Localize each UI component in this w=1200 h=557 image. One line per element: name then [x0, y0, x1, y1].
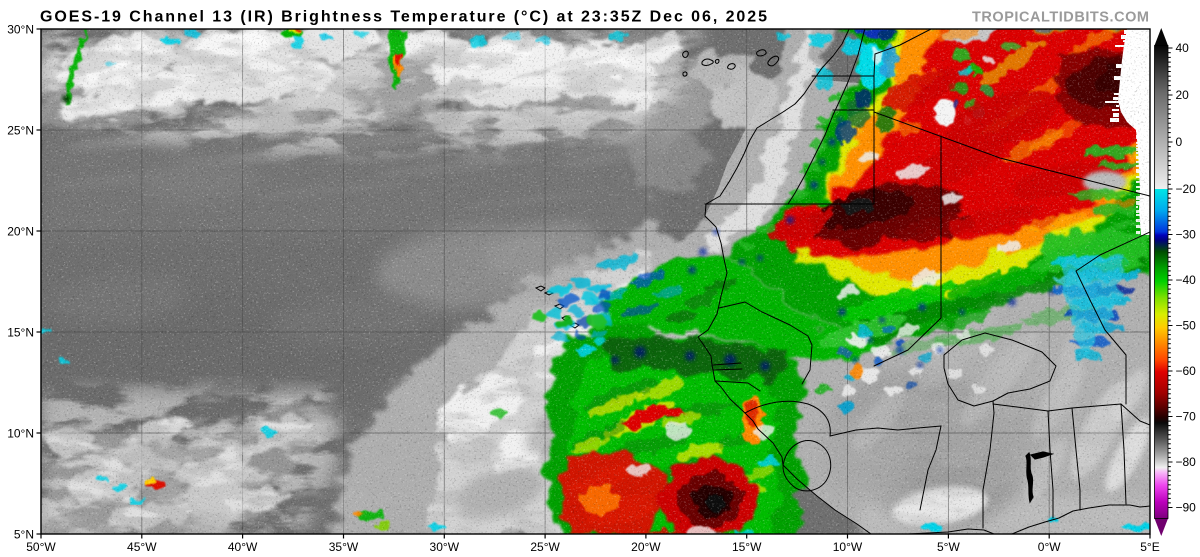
svg-text:0: 0 [1176, 135, 1183, 149]
svg-text:25°W: 25°W [530, 540, 560, 554]
svg-text:−30: −30 [1176, 228, 1197, 242]
svg-text:GOES-19 Channel 13 (IR) Bright: GOES-19 Channel 13 (IR) Brightness Tempe… [40, 9, 767, 26]
svg-text:5°W: 5°W [937, 540, 960, 554]
svg-text:35°W: 35°W [329, 540, 359, 554]
svg-text:−80: −80 [1176, 455, 1197, 469]
svg-text:20°W: 20°W [631, 540, 661, 554]
svg-text:−70: −70 [1176, 410, 1197, 424]
svg-text:−90: −90 [1176, 501, 1197, 515]
svg-text:30°N: 30°N [7, 22, 34, 36]
svg-text:50°W: 50°W [26, 540, 56, 554]
svg-text:−50: −50 [1176, 319, 1197, 333]
svg-text:15°W: 15°W [732, 540, 762, 554]
svg-text:TROPICALTIDBITS.COM: TROPICALTIDBITS.COM [972, 10, 1149, 26]
svg-text:15°N: 15°N [7, 325, 34, 339]
svg-text:30°W: 30°W [430, 540, 460, 554]
svg-text:0°W: 0°W [1038, 540, 1061, 554]
svg-text:20: 20 [1176, 88, 1190, 102]
svg-text:−60: −60 [1176, 364, 1197, 378]
svg-text:20°N: 20°N [7, 224, 34, 238]
svg-text:45°W: 45°W [127, 540, 157, 554]
svg-text:5°E: 5°E [1140, 540, 1159, 554]
svg-text:10°W: 10°W [833, 540, 863, 554]
svg-text:40°W: 40°W [228, 540, 258, 554]
svg-text:−20: −20 [1176, 182, 1197, 196]
svg-text:25°N: 25°N [7, 123, 34, 137]
svg-text:10°N: 10°N [7, 426, 34, 440]
svg-text:−40: −40 [1176, 273, 1197, 287]
svg-text:40: 40 [1176, 41, 1190, 55]
svg-text:5°N: 5°N [14, 527, 34, 541]
